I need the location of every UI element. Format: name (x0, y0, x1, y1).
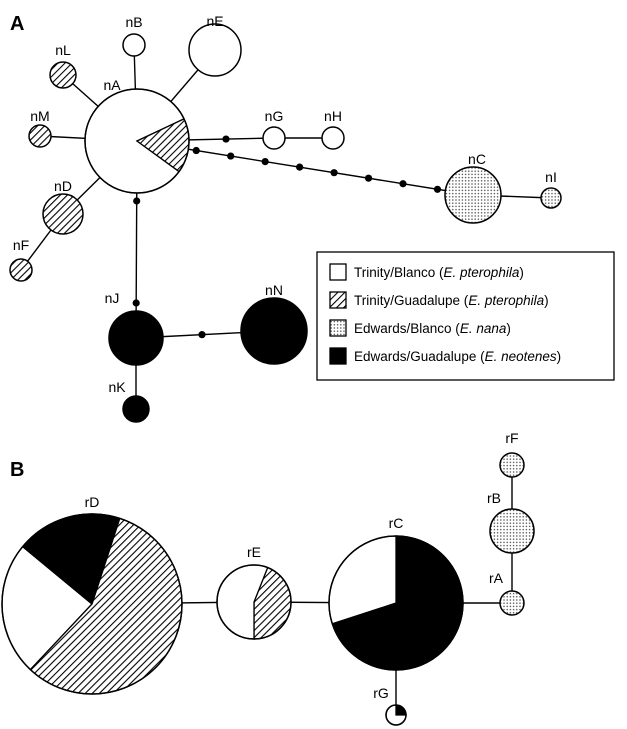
label-nD: nD (54, 178, 72, 194)
label-rC: rC (389, 515, 404, 531)
haplotype-node-rF (499, 452, 525, 478)
haplotype-node-nA (84, 88, 190, 194)
legend-swatch-dotted (329, 319, 347, 337)
legend-text-white: Trinity/Blanco (E. pterophila) (354, 265, 524, 280)
haplotype-node-nG (262, 126, 286, 150)
network-a-mutation-steps (132, 135, 442, 339)
mutation-step-nA-nC-4 (296, 163, 304, 171)
legend-swatch-black (329, 347, 347, 365)
label-nC: nC (468, 151, 486, 167)
label-rF: rF (505, 430, 518, 446)
node-nE-circle (188, 23, 242, 77)
mutation-step-nA-nG-1 (222, 135, 230, 143)
network-a-haplotypes (9, 23, 562, 423)
label-nM: nM (30, 108, 49, 124)
haplotype-node-nD (42, 193, 84, 235)
haplotype-node-rG (385, 704, 407, 726)
legend-swatch-hatched (329, 291, 347, 309)
label-nH: nH (324, 108, 342, 124)
haplotype-node-nI (540, 187, 562, 209)
node-nA-outline (84, 88, 190, 194)
legend-item-white: Trinity/Blanco (E. pterophila) (329, 263, 524, 281)
mutation-step-nA-nJ-2 (132, 299, 140, 307)
label-rG: rG (373, 685, 389, 701)
node-rE-outline (216, 564, 292, 640)
haplotype-node-rB (489, 508, 535, 554)
haplotype-node-nC (444, 166, 502, 224)
node-rG-outline (385, 704, 407, 726)
mutation-step-nA-nJ-1 (133, 197, 141, 205)
haplotype-node-rC (328, 535, 464, 671)
haplotype-node-rE (216, 564, 292, 640)
haplotype-node-rD (1, 513, 183, 695)
legend-swatch-white (329, 263, 347, 281)
label-nA: nA (103, 77, 121, 93)
node-nM-circle (28, 124, 52, 148)
node-nH-circle (321, 126, 345, 150)
node-rF-circle (499, 452, 525, 478)
node-nF-circle (9, 258, 33, 282)
haplotype-node-nB (122, 33, 146, 57)
haplotype-node-nF (9, 258, 33, 282)
mutation-step-nJ-nN-1 (198, 331, 206, 339)
label-rB: rB (487, 490, 501, 506)
label-nE: nE (206, 13, 223, 29)
legend-text-dotted: Edwards/Blanco (E. nana) (354, 321, 511, 336)
label-rE: rE (247, 544, 261, 560)
node-nC-circle (444, 166, 502, 224)
panel-label-b: B (10, 459, 24, 481)
haplotype-node-nH (321, 126, 345, 150)
legend: Trinity/Blanco (E. pterophila) Trinity/G… (316, 251, 615, 381)
label-nJ: nJ (105, 290, 120, 306)
legend-item-dotted: Edwards/Blanco (E. nana) (329, 319, 511, 337)
node-rC-outline (328, 535, 464, 671)
haplotype-node-nN (240, 297, 308, 365)
haplotype-node-nM (28, 124, 52, 148)
haplotype-node-rA (499, 590, 525, 616)
node-nI-circle (540, 187, 562, 209)
haplotype-node-nJ (108, 310, 164, 366)
legend-item-black: Edwards/Guadalupe (E. neotenes) (329, 347, 561, 365)
mutation-step-nA-nC-1 (192, 146, 200, 155)
label-nI: nI (545, 169, 557, 185)
label-nF: nF (13, 237, 29, 253)
mutation-step-nA-nC-8 (433, 185, 442, 193)
legend-text-black: Edwards/Guadalupe (E. neotenes) (354, 349, 561, 364)
node-nJ-circle (108, 310, 164, 366)
network-a-labels: nA nB nE nL nM nG nH nC nI nD nF nJ nN nK (13, 13, 557, 395)
label-nG: nG (265, 108, 284, 124)
label-rA: rA (489, 570, 504, 586)
legend-text-hatched: Trinity/Guadalupe (E. pterophila) (354, 293, 549, 308)
mutation-step-nA-nC-3 (261, 158, 269, 166)
label-nL: nL (55, 42, 71, 58)
panel-label-a: A (10, 13, 24, 35)
node-nK-circle (122, 395, 150, 423)
haplotype-node-nL (49, 61, 77, 89)
haplotype-node-nE (188, 23, 242, 77)
node-rD-outline (1, 513, 183, 695)
node-nN-circle (240, 297, 308, 365)
label-nN: nN (265, 282, 283, 298)
network-b-labels: rD rE rC rG rF rB rA (85, 430, 519, 701)
mutation-step-nA-nC-7 (399, 180, 407, 188)
label-nB: nB (125, 14, 142, 30)
legend-item-hatched: Trinity/Guadalupe (E. pterophila) (329, 291, 549, 309)
haplotype-node-nK (122, 395, 150, 423)
node-nG-circle (262, 126, 286, 150)
network-b-haplotypes (1, 452, 535, 726)
mutation-step-nA-nC-6 (364, 174, 373, 182)
label-nK: nK (108, 379, 126, 395)
mutation-step-nA-nC-5 (330, 169, 338, 177)
node-nL-circle (49, 61, 77, 89)
node-nB-circle (122, 33, 146, 57)
legend-box (316, 251, 615, 381)
node-rB-circle (489, 508, 535, 554)
label-rD: rD (85, 494, 100, 510)
node-rA-circle (499, 590, 525, 616)
mutation-step-nA-nC-2 (227, 152, 235, 160)
node-nD-circle (42, 193, 84, 235)
